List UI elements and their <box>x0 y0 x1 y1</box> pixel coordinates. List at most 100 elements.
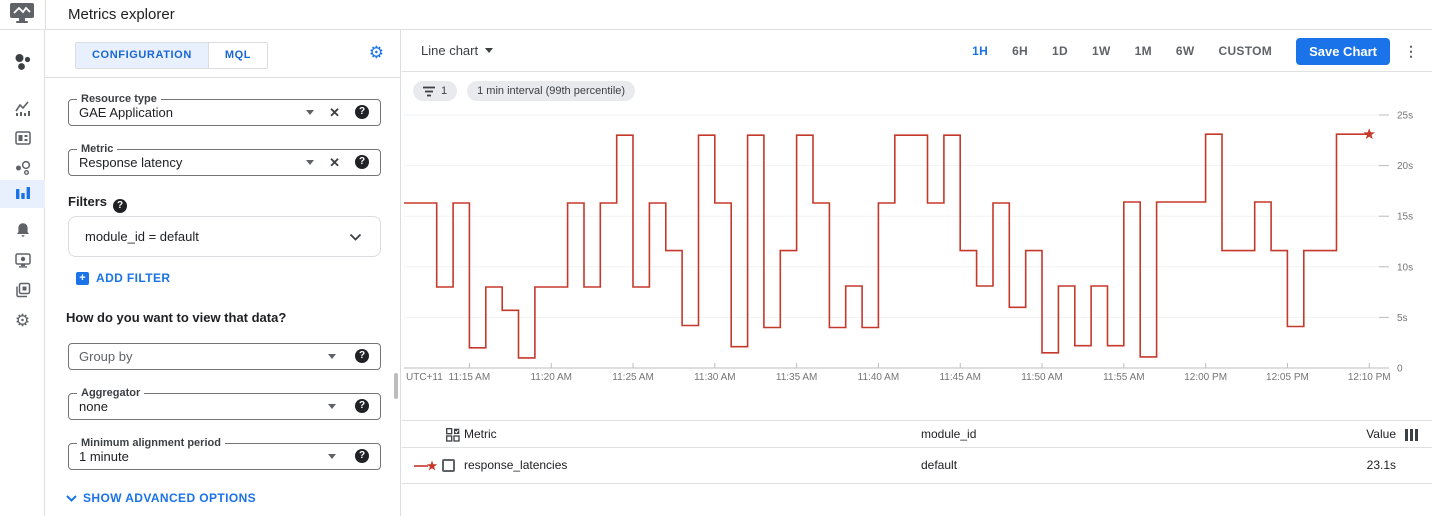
time-range-1d[interactable]: 1D <box>1052 44 1068 58</box>
svg-text:11:50 AM: 11:50 AM <box>1021 372 1063 383</box>
nav-item-overview[interactable] <box>0 48 45 76</box>
nav-item-dashboards[interactable] <box>0 124 45 152</box>
nav-item-metrics[interactable] <box>0 94 45 122</box>
config-scrollbar[interactable] <box>394 373 398 399</box>
page-title: Metrics explorer <box>68 6 175 23</box>
row-value: 23.1s <box>1366 458 1396 472</box>
chart-zigzag-glyph <box>13 6 31 14</box>
filter-count-chip[interactable]: 1 <box>413 81 458 101</box>
svg-text:25s: 25s <box>1397 111 1413 122</box>
nav-item-settings[interactable]: ⚙ <box>0 306 45 334</box>
svg-text:12:00 PM: 12:00 PM <box>1184 372 1227 383</box>
show-advanced-options-button[interactable]: SHOW ADVANCED OPTIONS <box>66 491 256 505</box>
svg-text:11:30 AM: 11:30 AM <box>694 372 736 383</box>
time-range-1h[interactable]: 1H <box>972 44 989 58</box>
time-range-6w[interactable]: 6W <box>1175 44 1195 58</box>
time-range-1m[interactable]: 1M <box>1134 44 1152 58</box>
line-chart[interactable]: 25s 20s 15s 10s 5s 0 11:15 AM 11:20 AM 11:25 AM 1… <box>404 95 1432 395</box>
filter-chip-text: module_id = default <box>85 229 199 244</box>
series-table: Metric module_id Value response_latencie… <box>402 420 1432 484</box>
interval-chip[interactable]: 1 min interval (99th percentile) <box>467 81 636 101</box>
chart-panel: Line chart 1H 6H 1D 1W 1M 6W CUSTOM Save Chart… <box>402 30 1432 516</box>
alignment-dropdown-caret-icon[interactable] <box>328 454 336 459</box>
tab-mql[interactable]: MQL <box>207 43 268 68</box>
svg-text:12:05 PM: 12:05 PM <box>1266 372 1309 383</box>
chart-type-label: Line chart <box>421 43 479 58</box>
group-by-help-icon[interactable]: ? <box>355 349 369 363</box>
table-row[interactable]: response_latencies default 23.1s <box>402 448 1432 484</box>
series-legend-marker-icon <box>414 460 438 471</box>
line-chart-svg: 25s 20s 15s 10s 5s 0 11:15 AM 11:20 AM 11:25 AM 1… <box>404 111 1413 383</box>
groups-icon <box>15 282 30 298</box>
svg-text:UTC+11: UTC+11 <box>406 372 443 383</box>
metric-column-header[interactable]: Metric <box>464 427 497 441</box>
svg-text:11:20 AM: 11:20 AM <box>530 372 572 383</box>
group-by-placeholder: Group by <box>79 349 133 364</box>
aggregator-dropdown-caret-icon[interactable] <box>328 404 336 409</box>
filter-list-icon <box>423 86 435 96</box>
nav-item-services[interactable] <box>0 154 45 182</box>
svg-text:11:40 AM: 11:40 AM <box>858 372 900 383</box>
nav-item-uptime-checks[interactable] <box>0 246 45 274</box>
time-range-1w[interactable]: 1W <box>1091 44 1111 58</box>
show-advanced-options-label: SHOW ADVANCED OPTIONS <box>83 491 257 505</box>
module-id-column-header[interactable]: module_id <box>921 427 977 441</box>
aggregator-field[interactable]: Aggregator none ? <box>68 387 381 420</box>
metrics-explorer-icon <box>15 187 30 199</box>
value-column-header[interactable]: Value <box>1366 427 1396 441</box>
uptime-checks-icon <box>14 253 31 268</box>
select-all-grid-icon[interactable] <box>446 428 460 442</box>
chart-chips-row: 1 1 min interval (99th percentile) <box>413 81 636 101</box>
svg-text:5s: 5s <box>1397 313 1408 324</box>
save-chart-button[interactable]: Save Chart <box>1296 37 1390 65</box>
chart-toolbar: Line chart 1H 6H 1D 1W 1M 6W CUSTOM Save Chart… <box>402 30 1432 72</box>
chevron-down-icon <box>66 494 77 502</box>
filters-help-icon[interactable]: ? <box>113 199 128 213</box>
chart-type-caret-icon <box>485 48 494 53</box>
svg-text:12:10 PM: 12:10 PM <box>1348 372 1391 383</box>
nav-rail: ⚙ <box>0 30 45 516</box>
resource-type-value: GAE Application <box>79 105 173 120</box>
resource-type-help-icon[interactable]: ? <box>355 105 369 119</box>
aggregator-help-icon[interactable]: ? <box>355 399 369 413</box>
svg-text:0: 0 <box>1397 364 1403 375</box>
row-metric-name: response_latencies <box>464 458 568 472</box>
time-range-6h[interactable]: 6H <box>1012 44 1029 58</box>
add-filter-button[interactable]: + ADD FILTER <box>76 271 170 285</box>
group-by-field[interactable]: Group by ? <box>68 343 381 370</box>
monitoring-app-icon[interactable] <box>10 3 34 25</box>
resource-type-field[interactable]: Resource type GAE Application ✕ ? <box>68 93 381 126</box>
config-settings-gear-icon[interactable]: ⚙ <box>368 43 384 62</box>
interval-chip-label: 1 min interval (99th percentile) <box>477 85 626 97</box>
monitor-base-shape <box>16 21 28 23</box>
filters-heading-text: Filters <box>68 194 108 209</box>
row-module-id: default <box>921 458 958 472</box>
alignment-help-icon[interactable]: ? <box>355 449 369 463</box>
chart-type-dropdown[interactable]: Line chart <box>421 30 494 72</box>
row-checkbox[interactable] <box>442 459 455 472</box>
filter-chip-module-id[interactable]: module_id = default <box>68 216 381 257</box>
time-range-custom[interactable]: CUSTOM <box>1218 44 1273 58</box>
columns-icon[interactable] <box>1405 429 1418 441</box>
group-by-dropdown-caret-icon[interactable] <box>328 354 336 359</box>
add-filter-label: ADD FILTER <box>96 271 171 285</box>
more-vert-icon[interactable]: ⋮ <box>1404 43 1418 59</box>
resource-type-dropdown-caret-icon[interactable] <box>306 110 314 115</box>
resource-type-clear-icon[interactable]: ✕ <box>329 105 340 120</box>
svg-text:11:55 AM: 11:55 AM <box>1103 372 1145 383</box>
tab-configuration[interactable]: CONFIGURATION <box>76 43 208 68</box>
filter-count-label: 1 <box>441 85 448 97</box>
nav-item-alerting[interactable] <box>0 216 45 244</box>
alignment-period-value: 1 minute <box>79 449 129 464</box>
metric-label: Metric <box>77 143 118 155</box>
alignment-period-field[interactable]: Minimum alignment period 1 minute ? <box>68 437 381 470</box>
app-header: Metrics explorer <box>0 0 1432 30</box>
metric-dropdown-caret-icon[interactable] <box>306 160 314 165</box>
nav-item-groups[interactable] <box>0 276 45 304</box>
metric-clear-icon[interactable]: ✕ <box>329 155 340 170</box>
nav-item-metrics-explorer[interactable] <box>0 180 45 208</box>
svg-text:20s: 20s <box>1397 161 1413 172</box>
metric-field[interactable]: Metric Response latency ✕ ? <box>68 143 381 176</box>
metric-help-icon[interactable]: ? <box>355 155 369 169</box>
svg-text:15s: 15s <box>1397 212 1413 223</box>
